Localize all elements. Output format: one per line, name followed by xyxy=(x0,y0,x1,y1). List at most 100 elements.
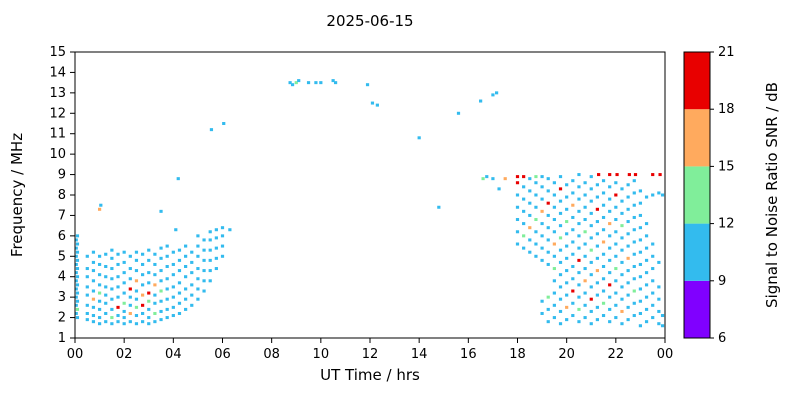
data-point xyxy=(638,226,643,230)
data-point xyxy=(651,254,655,258)
data-point xyxy=(638,238,643,242)
data-point xyxy=(589,297,593,301)
data-point xyxy=(571,301,575,305)
data-point xyxy=(589,273,593,277)
data-point xyxy=(85,303,89,307)
data-point xyxy=(601,252,606,256)
data-point xyxy=(165,244,169,248)
data-point xyxy=(116,295,120,299)
data-point xyxy=(601,203,606,207)
data-point xyxy=(620,224,624,228)
data-point xyxy=(620,309,624,313)
data-point xyxy=(110,256,114,260)
data-point xyxy=(638,311,643,315)
data-point xyxy=(177,311,182,315)
data-point xyxy=(128,277,132,281)
data-point xyxy=(632,228,636,232)
data-point xyxy=(651,242,655,246)
y-tick-label: 15 xyxy=(49,45,66,60)
data-point xyxy=(577,173,581,177)
data-point xyxy=(540,209,544,213)
data-point xyxy=(153,252,157,256)
data-point xyxy=(552,254,556,258)
data-point xyxy=(632,191,636,195)
data-point xyxy=(626,269,630,273)
data-point xyxy=(196,234,200,238)
data-point xyxy=(528,250,532,254)
y-tick-label: 4 xyxy=(58,270,66,285)
data-point xyxy=(608,222,612,226)
data-point xyxy=(615,173,619,177)
data-point xyxy=(297,79,301,83)
y-tick-label: 10 xyxy=(49,147,66,162)
data-point xyxy=(589,175,593,179)
data-point xyxy=(116,252,120,256)
data-point xyxy=(644,307,649,311)
data-point xyxy=(626,318,630,322)
data-point xyxy=(540,258,544,262)
data-point xyxy=(614,218,618,222)
data-point xyxy=(595,220,599,224)
data-point xyxy=(141,303,145,307)
data-point xyxy=(491,177,495,181)
data-point xyxy=(552,291,556,295)
data-point xyxy=(128,287,132,291)
data-point xyxy=(522,222,526,226)
data-point xyxy=(134,258,139,262)
data-point xyxy=(644,234,649,238)
data-point xyxy=(597,173,601,177)
data-point xyxy=(171,295,175,299)
data-point xyxy=(153,320,157,324)
data-point xyxy=(515,242,520,246)
data-point xyxy=(177,281,182,285)
data-point xyxy=(134,322,139,326)
data-point xyxy=(626,220,630,224)
data-point xyxy=(208,269,212,273)
data-point xyxy=(626,256,630,260)
data-point xyxy=(620,199,624,203)
data-point xyxy=(202,269,206,273)
data-point xyxy=(546,189,550,193)
data-point xyxy=(644,283,649,287)
data-point xyxy=(481,177,485,181)
data-point xyxy=(558,211,563,215)
data-point xyxy=(638,262,643,266)
data-point xyxy=(75,316,80,320)
data-point xyxy=(104,285,108,289)
data-point xyxy=(202,248,206,252)
x-tick-label: 04 xyxy=(165,347,182,362)
data-point xyxy=(608,258,612,262)
data-point xyxy=(577,271,581,275)
data-point xyxy=(196,254,200,258)
data-point xyxy=(159,279,163,283)
colorbar-band xyxy=(684,223,710,281)
data-point xyxy=(558,273,563,277)
x-tick-label: 06 xyxy=(214,347,231,362)
data-point xyxy=(589,236,593,240)
data-point xyxy=(75,258,80,262)
data-point xyxy=(153,273,157,277)
data-point xyxy=(534,193,538,197)
data-point xyxy=(110,322,114,326)
data-point xyxy=(74,254,78,258)
data-point xyxy=(74,262,78,266)
data-point xyxy=(515,218,520,222)
data-point xyxy=(651,193,655,197)
data-point xyxy=(104,252,108,256)
data-point xyxy=(632,277,636,281)
data-point xyxy=(147,307,151,311)
data-point xyxy=(583,242,587,246)
data-point xyxy=(128,311,132,315)
x-tick-label: 00 xyxy=(67,347,84,362)
data-point xyxy=(122,301,126,305)
data-point xyxy=(651,303,655,307)
data-point xyxy=(97,299,102,303)
data-point xyxy=(577,246,581,250)
data-point xyxy=(528,177,532,181)
data-point xyxy=(552,181,556,185)
data-point xyxy=(116,275,120,279)
data-point xyxy=(571,289,575,293)
data-point xyxy=(85,254,89,258)
data-point xyxy=(589,224,593,228)
